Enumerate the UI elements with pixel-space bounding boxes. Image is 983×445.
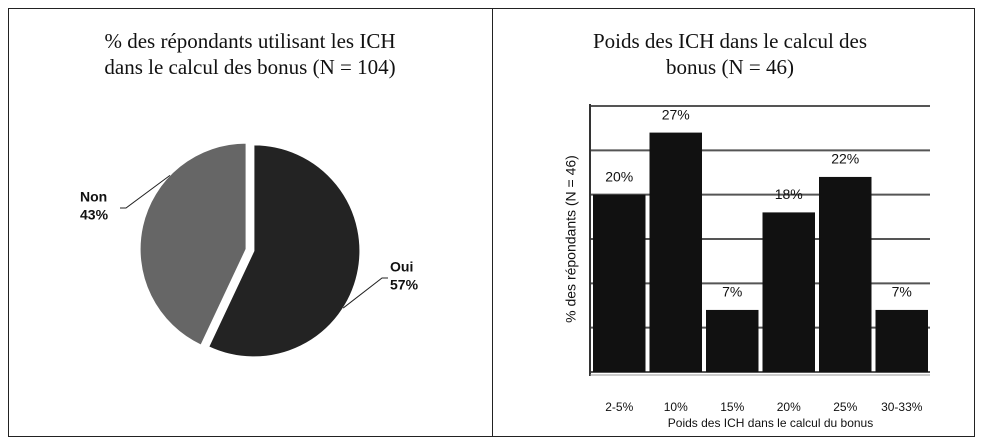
leader-line bbox=[342, 277, 388, 309]
pie-label: Non bbox=[80, 189, 107, 205]
bar bbox=[762, 212, 815, 372]
bar bbox=[819, 176, 872, 372]
x-tick-label: 10% bbox=[664, 400, 688, 414]
bar bbox=[593, 194, 646, 372]
x-tick-label: 30-33% bbox=[881, 400, 923, 414]
pie-value-label: 57% bbox=[390, 277, 419, 293]
x-tick-label: 15% bbox=[720, 400, 744, 414]
pie-title: % des répondants utilisant les ICH dans … bbox=[104, 29, 396, 79]
bar bbox=[706, 309, 759, 372]
pie-slice bbox=[139, 142, 247, 346]
bar-title: Poids des ICH dans le calcul des bonus (… bbox=[592, 29, 868, 79]
y-axis-label: % des répondants (N = 46) bbox=[563, 155, 579, 323]
data-label: 20% bbox=[605, 168, 633, 184]
x-tick-label: 2-5% bbox=[605, 400, 633, 414]
data-label: 27% bbox=[662, 106, 690, 122]
data-label: 22% bbox=[831, 151, 859, 167]
bar bbox=[875, 309, 928, 372]
bar bbox=[649, 132, 702, 372]
x-tick-label: 20% bbox=[777, 400, 801, 414]
pie-slice bbox=[208, 144, 361, 358]
data-label: 18% bbox=[775, 186, 803, 202]
frame bbox=[8, 8, 975, 437]
pie-value-label: 43% bbox=[80, 207, 109, 223]
data-label: 7% bbox=[892, 284, 912, 300]
data-label: 7% bbox=[722, 284, 742, 300]
x-axis-label: Poids des ICH dans le calcul du bonus bbox=[668, 416, 873, 430]
pie-label: Oui bbox=[390, 259, 413, 275]
x-tick-label: 25% bbox=[833, 400, 857, 414]
leader-line bbox=[120, 174, 171, 209]
